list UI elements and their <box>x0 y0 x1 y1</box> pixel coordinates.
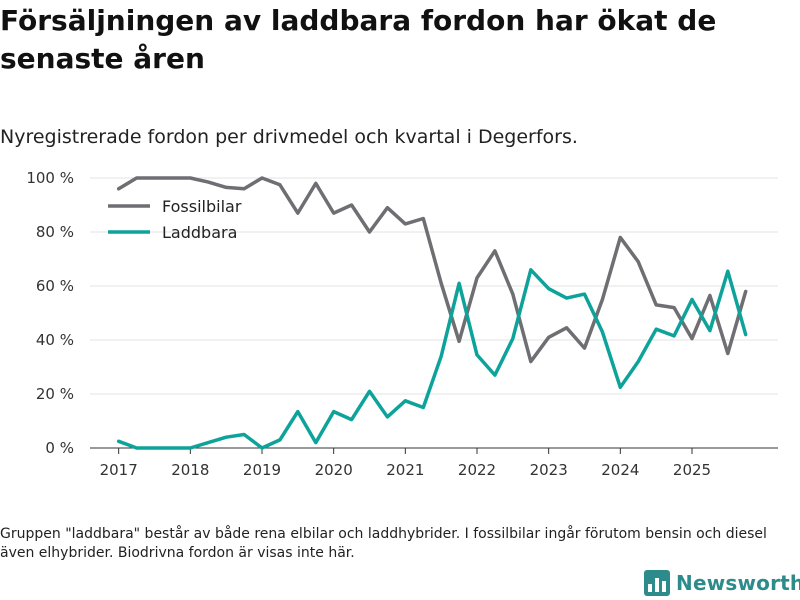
x-tick-label: 2017 <box>100 461 138 479</box>
y-tick-label: 20 % <box>36 385 74 403</box>
brand-logo: Newsworthy <box>644 568 800 598</box>
chart-subtitle: Nyregistrerade fordon per drivmedel och … <box>0 126 578 148</box>
x-tick-label: 2019 <box>243 461 281 479</box>
x-tick-label: 2021 <box>386 461 424 479</box>
series-line-fossilbilar <box>116 176 748 364</box>
footnote: Gruppen "laddbara" består av både rena e… <box>0 526 767 561</box>
axes: 0 % 20 % 40 % 60 % 80 % 100 % 2017 2018 2019 2020… <box>26 169 778 479</box>
x-tick-label: 2020 <box>315 461 353 479</box>
y-tick-label: 80 % <box>36 223 74 241</box>
legend: Fossilbilar Laddbara <box>108 197 242 242</box>
y-tick-label: 60 % <box>36 277 74 295</box>
bar-chart-icon <box>644 570 670 596</box>
y-tick-label: 0 % <box>45 439 74 457</box>
x-tick-label: 2024 <box>601 461 639 479</box>
x-tick-label: 2025 <box>673 461 711 479</box>
x-tick-label: 2022 <box>458 461 496 479</box>
grid <box>90 177 778 449</box>
series-lines <box>116 176 748 450</box>
y-tick-label: 40 % <box>36 331 74 349</box>
x-tick-label: 2023 <box>530 461 568 479</box>
series-line-laddbara <box>116 268 748 450</box>
legend-label-fossilbilar: Fossilbilar <box>162 197 242 216</box>
legend-label-laddbara: Laddbara <box>162 223 237 242</box>
brand-name: Newsworthy <box>676 571 800 595</box>
line-chart: 0 % 20 % 40 % 60 % 80 % 100 % 2017 2018 2019 2020… <box>26 169 778 479</box>
chart-title: Försäljningen av laddbara fordon har öka… <box>0 4 717 75</box>
y-tick-label: 100 % <box>26 169 74 187</box>
x-tick-label: 2018 <box>171 461 209 479</box>
